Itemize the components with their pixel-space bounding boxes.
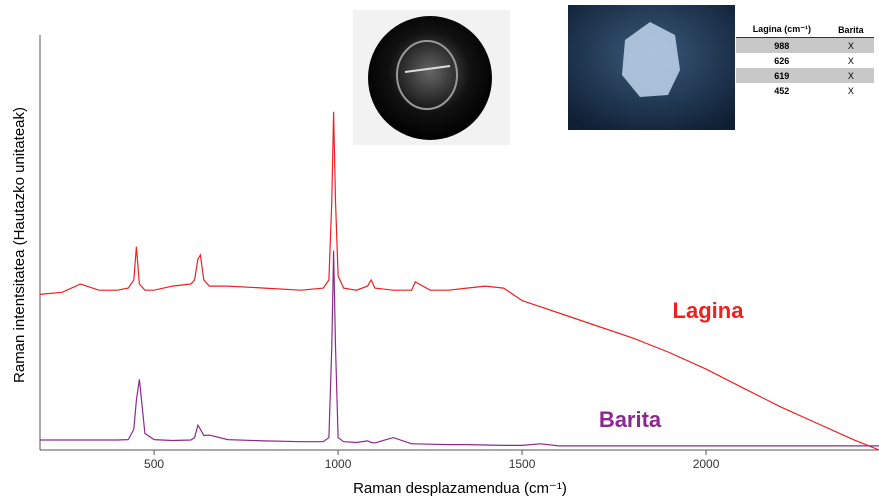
table-cell: 452 bbox=[736, 83, 828, 98]
table-cell: X bbox=[828, 68, 874, 83]
table-cell: 619 bbox=[736, 68, 828, 83]
y-axis-label: Raman intentsitatea (Hautazko unitateak) bbox=[11, 107, 28, 383]
table-cell: X bbox=[828, 38, 874, 54]
table-cell: X bbox=[828, 53, 874, 68]
x-tick-label: 500 bbox=[144, 457, 164, 471]
series-label: Lagina bbox=[673, 298, 745, 323]
photo-microscope bbox=[568, 5, 735, 130]
photo-sample bbox=[353, 10, 510, 145]
x-axis-label: Raman desplazamendua (cm⁻¹) bbox=[353, 480, 567, 497]
table-cell: 626 bbox=[736, 53, 828, 68]
series-line bbox=[40, 251, 879, 446]
page: Raman desplazamendua (cm⁻¹) Raman intent… bbox=[0, 0, 879, 501]
series-line bbox=[40, 112, 879, 450]
table-cell: 988 bbox=[736, 38, 828, 54]
table-header: Lagina (cm⁻¹) bbox=[736, 22, 828, 38]
x-tick-label: 1500 bbox=[509, 457, 536, 471]
x-tick-label: 1000 bbox=[325, 457, 352, 471]
table-header: Barita bbox=[828, 22, 874, 38]
table-cell: X bbox=[828, 83, 874, 98]
x-tick-label: 2000 bbox=[693, 457, 720, 471]
series-label: Barita bbox=[599, 407, 662, 432]
